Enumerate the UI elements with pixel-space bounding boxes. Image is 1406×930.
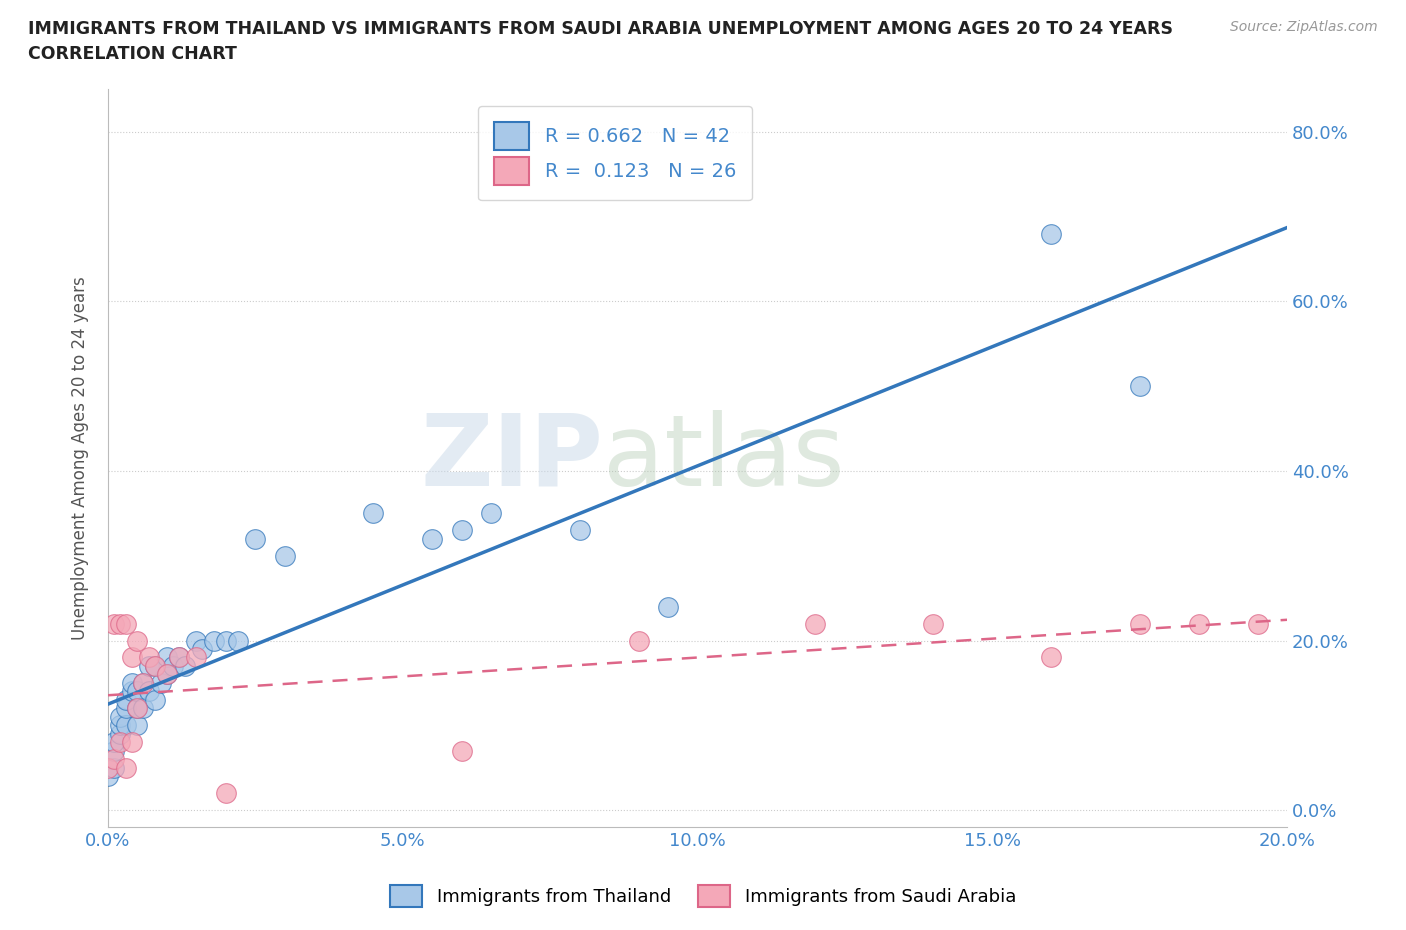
Text: ZIP: ZIP [420, 410, 603, 507]
Point [627, 633, 650, 648]
Point [121, 650, 143, 665]
Point [1188, 616, 1211, 631]
Point [143, 658, 166, 673]
Point [97, 769, 120, 784]
Point [922, 616, 945, 631]
Point [274, 549, 297, 564]
Point [138, 684, 160, 698]
Point [103, 743, 125, 758]
Y-axis label: Unemployment Among Ages 20 to 24 years: Unemployment Among Ages 20 to 24 years [72, 276, 89, 640]
Point [114, 718, 136, 733]
Point [568, 523, 591, 538]
Point [127, 684, 149, 698]
Point [108, 718, 131, 733]
Text: Source: ZipAtlas.com: Source: ZipAtlas.com [1230, 20, 1378, 34]
Point [127, 718, 149, 733]
Legend: R = 0.662   N = 42, R =  0.123   N = 26: R = 0.662 N = 42, R = 0.123 N = 26 [478, 107, 752, 201]
Point [132, 675, 155, 690]
Point [186, 633, 208, 648]
Point [121, 735, 143, 750]
Point [127, 701, 149, 716]
Legend: Immigrants from Thailand, Immigrants from Saudi Arabia: Immigrants from Thailand, Immigrants fro… [381, 876, 1025, 916]
Point [103, 760, 125, 775]
Point [167, 650, 190, 665]
Point [132, 675, 155, 690]
Point [420, 531, 443, 546]
Point [450, 523, 472, 538]
Point [143, 658, 166, 673]
Point [114, 693, 136, 708]
Point [156, 667, 179, 682]
Point [191, 642, 214, 657]
Point [114, 701, 136, 716]
Point [138, 650, 160, 665]
Point [108, 710, 131, 724]
Point [1040, 650, 1063, 665]
Point [361, 506, 384, 521]
Point [202, 633, 225, 648]
Point [121, 675, 143, 690]
Text: atlas: atlas [603, 410, 845, 507]
Point [245, 531, 267, 546]
Point [804, 616, 827, 631]
Point [156, 650, 179, 665]
Text: IMMIGRANTS FROM THAILAND VS IMMIGRANTS FROM SAUDI ARABIA UNEMPLOYMENT AMONG AGES: IMMIGRANTS FROM THAILAND VS IMMIGRANTS F… [28, 20, 1173, 38]
Point [1246, 616, 1268, 631]
Point [657, 599, 679, 614]
Point [186, 650, 208, 665]
Point [215, 633, 238, 648]
Point [138, 658, 160, 673]
Point [150, 675, 173, 690]
Point [1040, 226, 1063, 241]
Point [114, 760, 136, 775]
Point [97, 760, 120, 775]
Point [450, 743, 472, 758]
Point [479, 506, 502, 521]
Point [132, 701, 155, 716]
Point [1129, 616, 1152, 631]
Point [215, 786, 238, 801]
Point [162, 658, 184, 673]
Point [173, 658, 195, 673]
Point [121, 684, 143, 698]
Point [108, 616, 131, 631]
Point [156, 667, 179, 682]
Point [103, 616, 125, 631]
Point [1129, 379, 1152, 393]
Point [143, 693, 166, 708]
Point [114, 616, 136, 631]
Point [226, 633, 249, 648]
Point [103, 735, 125, 750]
Point [127, 701, 149, 716]
Point [167, 650, 190, 665]
Point [127, 633, 149, 648]
Text: CORRELATION CHART: CORRELATION CHART [28, 45, 238, 62]
Point [108, 735, 131, 750]
Point [103, 751, 125, 766]
Point [108, 726, 131, 741]
